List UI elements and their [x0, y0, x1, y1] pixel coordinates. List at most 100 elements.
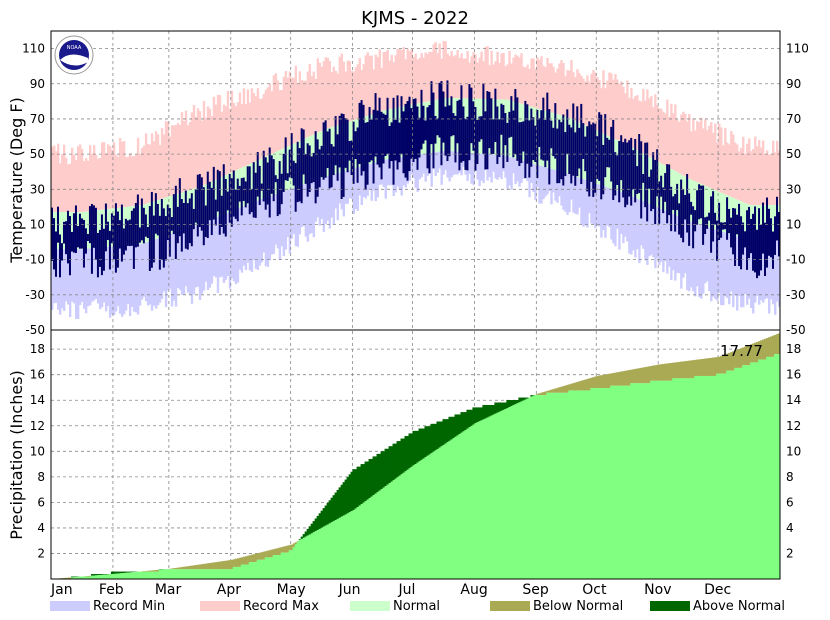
record-max-bar [686, 121, 689, 178]
observed-range-bar [182, 202, 185, 234]
record-max-bar [262, 94, 266, 158]
record-min-bar [76, 249, 80, 319]
below-normal-bar [628, 370, 631, 386]
normal-precip-bar [680, 378, 683, 579]
above-normal-bar [354, 469, 357, 509]
record-min-bar [768, 240, 771, 314]
record-min-bar [600, 185, 603, 238]
record-max-bar [244, 104, 248, 166]
observed-range-bar [262, 150, 265, 202]
below-normal-bar [616, 372, 619, 386]
normal-precip-bar [330, 522, 334, 579]
below-normal-bar [548, 390, 551, 393]
observed-range-bar [514, 89, 517, 155]
normal-precip-bar [620, 385, 623, 579]
record-max-bar [694, 130, 697, 182]
record-max-bar [238, 92, 242, 169]
record-min-bars [51, 150, 781, 319]
observed-range-bar [76, 225, 79, 248]
normal-precip-bar [218, 569, 222, 579]
below-normal-bar [610, 373, 613, 386]
record-min-bar [400, 157, 403, 196]
above-normal-bar [494, 402, 497, 414]
record-max-bar [218, 95, 222, 178]
normal-precip-bar [72, 577, 76, 579]
observed-range-bar [634, 138, 637, 203]
normal-precip-bar [262, 559, 266, 579]
record-min-bar [588, 181, 591, 214]
below-normal-bar [644, 367, 647, 384]
observed-range-bar [196, 174, 199, 237]
record-min-bar [148, 241, 152, 305]
record-max-bar [590, 73, 593, 129]
observed-range-bar [204, 205, 207, 237]
above-normal-bar [332, 495, 336, 522]
above-normal-bar [360, 464, 363, 505]
record-max-bar [344, 71, 347, 123]
noaa-logo-text: NOAA [67, 45, 82, 51]
below-normal-bar [704, 358, 707, 376]
observed-range-bar [62, 221, 65, 244]
below-normal-bar [584, 379, 587, 391]
normal-precip-bar [548, 392, 551, 579]
below-normal-bar [670, 362, 673, 381]
observed-range-bar [408, 96, 411, 172]
below-normal-bar [264, 551, 268, 558]
observed-range-bar [344, 118, 347, 168]
normal-precip-bar [744, 365, 747, 579]
normal-band-bar [70, 212, 74, 250]
record-min-bar [632, 196, 635, 251]
above-normal-bar [350, 471, 353, 512]
normal-precip-bar [666, 380, 669, 579]
normal-precip-bar [148, 571, 152, 579]
record-max-bar [352, 71, 355, 121]
observed-range-bar [164, 216, 167, 261]
record-max-bar [480, 51, 483, 99]
normal-precip-bar [562, 392, 565, 579]
observed-range-bar [478, 116, 481, 142]
temperature-tick-label: 70 [786, 112, 801, 126]
below-normal-bar [276, 548, 280, 555]
record-min-bar [168, 234, 172, 289]
normal-precip-bar [452, 438, 455, 579]
normal-precip-bar [270, 557, 274, 579]
normal-precip-bar [316, 530, 320, 579]
normal-precip-bar [222, 569, 226, 579]
observed-range-bar [492, 119, 495, 154]
record-max-bar [624, 93, 627, 144]
normal-band-bar [704, 185, 707, 227]
legend-swatch [50, 601, 90, 611]
record-max-bar [288, 71, 292, 146]
record-min-bar [190, 226, 194, 304]
below-normal-bar [646, 366, 649, 384]
record-max-bar [458, 57, 461, 99]
observed-range-bar [110, 213, 113, 244]
normal-precip-bar [456, 435, 459, 579]
temperature-tick-label: -10 [786, 253, 806, 267]
normal-precip-bar [700, 375, 703, 579]
observed-range-bar [690, 201, 693, 215]
below-normal-bar [622, 371, 625, 386]
observed-range-bar [104, 203, 107, 252]
above-normal-bar [436, 421, 439, 450]
normal-precip-bar [246, 564, 250, 579]
above-normal-bar [396, 441, 399, 478]
observed-range-bar [738, 203, 741, 267]
normal-band-bar [678, 173, 681, 217]
normal-precip-bar [446, 442, 449, 579]
record-max-bar [74, 159, 78, 213]
record-min-bar [688, 221, 691, 292]
observed-range-bar [426, 107, 429, 169]
normal-precip-bar [512, 405, 515, 579]
record-max-bar [246, 89, 250, 165]
record-min-bar [90, 248, 94, 302]
observed-range-bar [220, 195, 223, 228]
record-min-bar [508, 156, 511, 186]
record-min-bar [174, 232, 178, 307]
observed-range-bar [214, 199, 217, 226]
below-normal-bar [244, 556, 248, 565]
above-normal-bar [422, 428, 425, 459]
above-normal-bar [334, 492, 338, 521]
below-normal-bar [716, 357, 719, 374]
record-min-bar [178, 230, 182, 290]
